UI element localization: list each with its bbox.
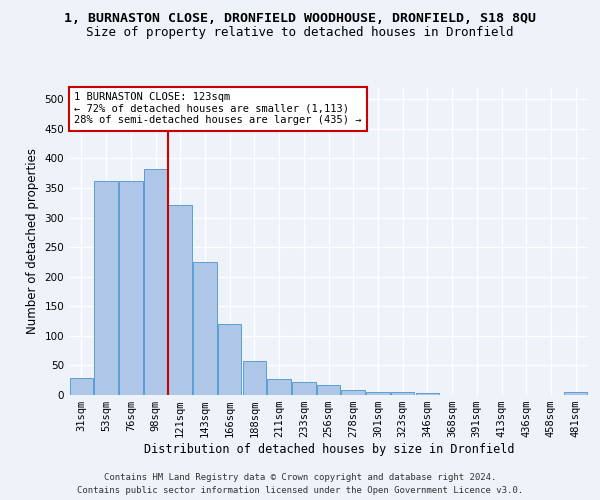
Bar: [242, 360, 266, 395]
Bar: [169, 205, 192, 395]
Bar: [317, 385, 340, 395]
Bar: [416, 392, 439, 395]
Bar: [70, 378, 93, 395]
Text: Contains HM Land Registry data © Crown copyright and database right 2024.: Contains HM Land Registry data © Crown c…: [104, 472, 496, 482]
Y-axis label: Number of detached properties: Number of detached properties: [26, 148, 39, 334]
Bar: [564, 392, 587, 395]
Bar: [341, 390, 365, 395]
Bar: [391, 392, 415, 395]
Text: Size of property relative to detached houses in Dronfield: Size of property relative to detached ho…: [86, 26, 514, 39]
Text: 1, BURNASTON CLOSE, DRONFIELD WOODHOUSE, DRONFIELD, S18 8QU: 1, BURNASTON CLOSE, DRONFIELD WOODHOUSE,…: [64, 12, 536, 26]
Text: Distribution of detached houses by size in Dronfield: Distribution of detached houses by size …: [143, 442, 514, 456]
Bar: [292, 382, 316, 395]
Bar: [119, 181, 143, 395]
Text: 1 BURNASTON CLOSE: 123sqm
← 72% of detached houses are smaller (1,113)
28% of se: 1 BURNASTON CLOSE: 123sqm ← 72% of detac…: [74, 92, 362, 126]
Bar: [94, 181, 118, 395]
Bar: [144, 168, 167, 395]
Bar: [268, 379, 291, 395]
Bar: [366, 392, 389, 395]
Bar: [193, 262, 217, 395]
Bar: [218, 324, 241, 395]
Text: Contains public sector information licensed under the Open Government Licence v3: Contains public sector information licen…: [77, 486, 523, 495]
